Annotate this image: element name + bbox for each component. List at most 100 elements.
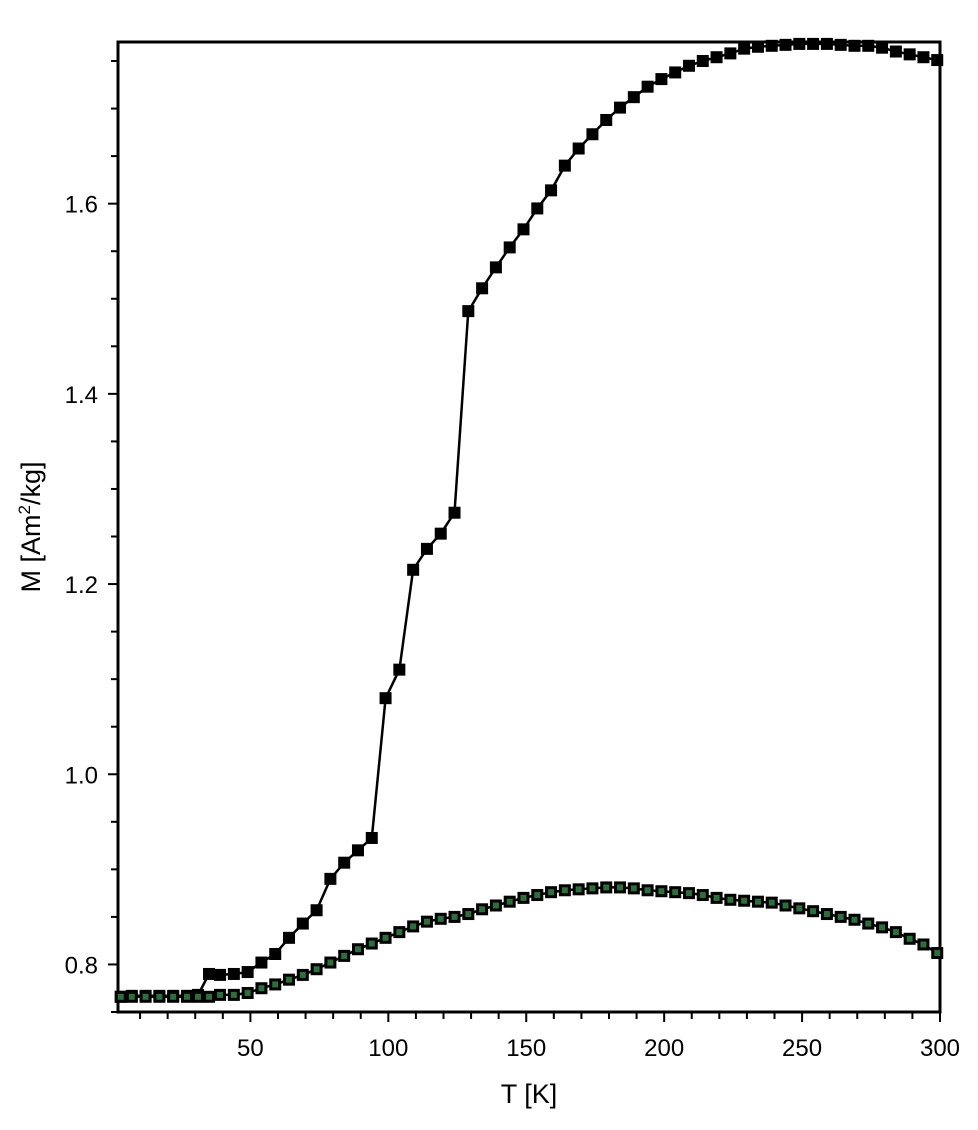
data-point [393,926,406,939]
y-tick-label: 1.0 [65,762,98,789]
data-point [655,73,668,86]
data-point [682,887,695,900]
data-point [420,915,433,928]
data-point [751,895,764,908]
data-point [503,895,516,908]
data-point [227,988,240,1001]
data-point [214,968,227,981]
data-point [669,886,682,899]
data-point [545,886,558,899]
data-point [153,990,166,1003]
data-point [296,917,309,930]
series-1 [114,37,944,1003]
data-point [338,856,351,869]
data-point [655,885,668,898]
data-point [379,692,392,705]
data-point [269,978,282,991]
data-point [586,882,599,895]
y-tick-label: 1.2 [65,572,98,599]
data-point [283,973,296,986]
data-point [393,663,406,676]
data-point [917,51,930,64]
data-point [669,66,682,79]
data-point [558,884,571,897]
data-point [848,913,861,926]
data-point [203,990,216,1003]
data-point [214,988,227,1001]
data-point [848,39,861,52]
data-point [751,40,764,53]
data-point [614,101,627,114]
data-point [310,904,323,917]
data-point [503,241,516,254]
data-point [125,990,138,1003]
data-point [489,261,502,274]
data-point [696,55,709,68]
data-point [476,903,489,916]
data-point [738,894,751,907]
data-point [917,938,930,951]
y-axis-label-rest: /kg] [16,462,46,506]
data-point [903,48,916,61]
data-point [600,113,613,126]
data-point [600,881,613,894]
axes: 50 100 150 200 250 300 0.8 1.0 1.2 1.4 1.6 [65,60,960,1062]
data-point [191,990,204,1003]
data-point [283,931,296,944]
data-point [255,956,268,969]
data-point [167,990,180,1003]
y-axis-label-superscript: 2 [15,505,34,514]
data-point [241,986,254,999]
data-point [765,896,778,909]
data-point [807,905,820,918]
data-point [531,889,544,902]
data-point [517,223,530,236]
data-point [903,932,916,945]
data-point [407,920,420,933]
series-2 [114,881,944,1003]
data-point [696,889,709,902]
data-point [203,967,216,980]
data-point [820,908,833,921]
data-point [351,943,364,956]
x-tick-label: 250 [782,1035,822,1062]
data-point [793,37,806,50]
data-point [793,902,806,915]
series-layer [114,37,944,1003]
data-point [448,506,461,519]
x-axis-label: T [K] [501,1079,558,1109]
data-point [407,563,420,576]
y-tick-label: 1.6 [65,192,98,219]
data-point [931,54,944,67]
data-point [641,884,654,897]
data-point [572,883,585,896]
data-point [489,899,502,912]
x-tick-label: 150 [506,1035,546,1062]
y-tick-label: 0.8 [65,952,98,979]
data-point [310,963,323,976]
data-point [627,91,640,104]
data-point [114,990,127,1003]
data-point [765,39,778,52]
data-point [889,926,902,939]
data-point [779,38,792,51]
data-point [807,37,820,50]
x-tick-label: 50 [237,1035,264,1062]
data-point [627,882,640,895]
data-point [531,202,544,215]
data-point [834,38,847,51]
data-point [862,917,875,930]
data-point [227,967,240,980]
data-point [889,45,902,58]
data-point [641,80,654,93]
data-point [834,910,847,923]
data-point [558,159,571,172]
data-point [365,937,378,950]
data-point [434,527,447,540]
data-point [434,912,447,925]
data-point [269,947,282,960]
data-point [931,947,944,960]
data-point [379,931,392,944]
data-point [517,891,530,904]
